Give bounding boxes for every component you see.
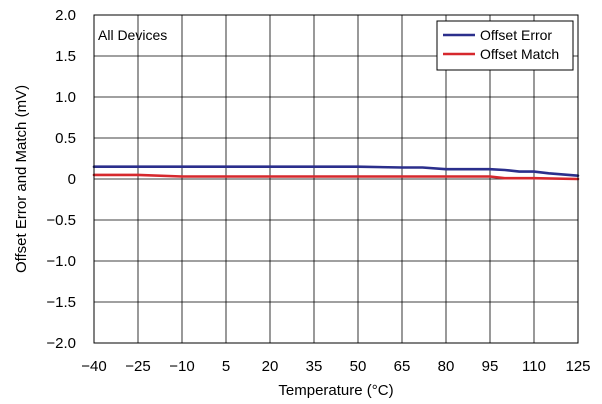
x-tick-label: −10 [169, 358, 194, 375]
x-tick-label: −25 [125, 358, 150, 375]
x-tick-label: 110 [522, 358, 546, 375]
series-line-offset-error [92, 165, 580, 177]
legend-label-offset-error: Offset Error [480, 27, 552, 43]
plot-frame [93, 14, 579, 344]
y-tick-label: 0.5 [55, 130, 76, 147]
y-tick-label: 1.0 [55, 89, 76, 106]
y-tick-label: 1.5 [55, 48, 76, 65]
x-tick-label: 95 [482, 358, 499, 375]
x-tick-label: 65 [394, 358, 411, 375]
x-axis-title: Temperature (°C) [278, 382, 393, 399]
tick-labels: −40 −25 −10 5 20 35 50 65 80 95 110 125 2.0 1.5 1.0 0.5… [46, 7, 590, 375]
legend-label-offset-match: Offset Match [480, 46, 559, 62]
x-tick-label: 125 [565, 358, 590, 375]
x-tick-label: 35 [306, 358, 323, 375]
y-tick-label: −2.0 [46, 335, 76, 352]
series-line-offset-match [92, 173, 580, 181]
x-tick-label: 50 [350, 358, 367, 375]
series-layer [92, 165, 580, 181]
y-tick-label: −1.0 [46, 253, 76, 270]
y-tick-label: 2.0 [55, 7, 76, 24]
x-tick-label: 5 [222, 358, 230, 375]
y-axis-title: Offset Error and Match (mV) [13, 85, 30, 273]
y-tick-label: 0 [68, 171, 76, 188]
annotation-all-devices: All Devices [98, 27, 167, 43]
x-tick-label: −40 [81, 358, 106, 375]
y-tick-label: −0.5 [46, 212, 76, 229]
legend-box [436, 20, 574, 71]
x-tick-label: 80 [438, 358, 455, 375]
x-tick-label: 20 [262, 358, 279, 375]
legend: Offset Error Offset Match [436, 20, 574, 71]
y-tick-label: −1.5 [46, 294, 76, 311]
